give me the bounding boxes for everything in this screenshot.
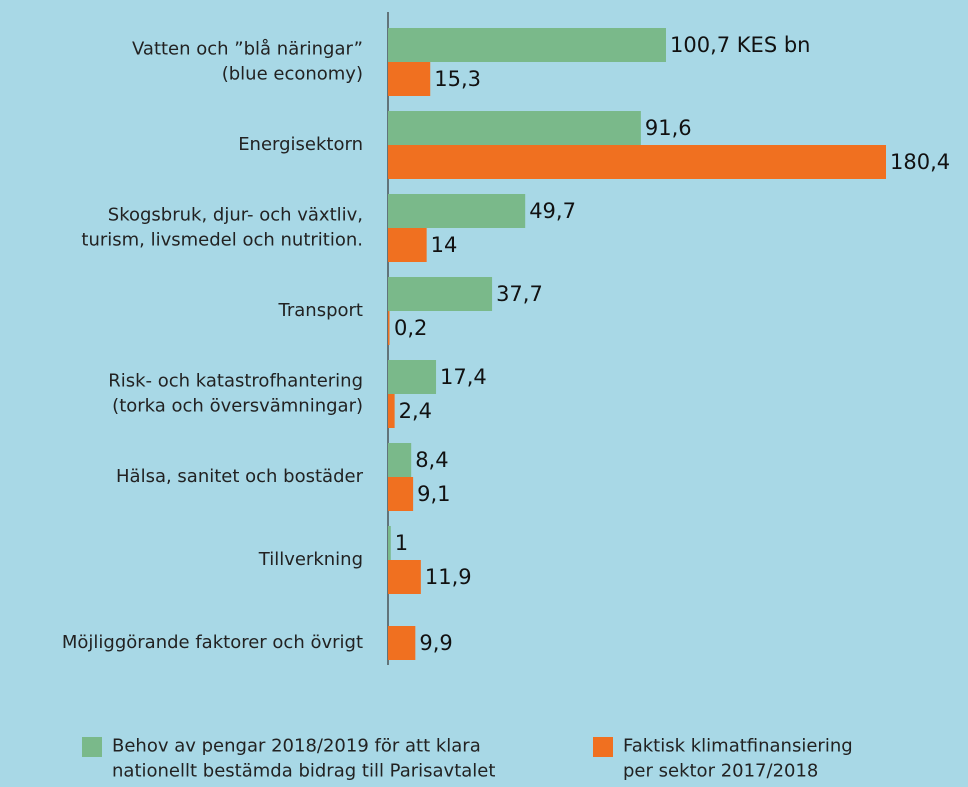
bar — [388, 526, 391, 560]
value-label: 180,4 — [890, 150, 950, 174]
value-label: 11,9 — [425, 565, 472, 589]
bar — [388, 626, 416, 660]
bar — [388, 560, 421, 594]
legend-label: Behov av pengar 2018/2019 för att klara n… — [112, 736, 495, 782]
value-label: 9,9 — [419, 631, 452, 655]
category-label: Skogsbruk, djur- och växtliv, turism, liv… — [81, 205, 363, 251]
category-label: Risk- och katastrofhantering (torka och ö… — [108, 371, 363, 417]
bar — [388, 145, 886, 179]
value-label: 15,3 — [434, 67, 481, 91]
value-label: 100,7 KES bn — [670, 33, 810, 57]
value-label: 9,1 — [417, 482, 450, 506]
legend-label: Faktisk klimatfinansiering per sektor 201… — [623, 736, 853, 782]
bar — [388, 277, 493, 311]
value-label: 1 — [395, 531, 408, 555]
value-label: 2,4 — [399, 399, 432, 423]
bar — [388, 62, 431, 96]
value-label: 91,6 — [645, 116, 692, 140]
bar — [388, 477, 414, 511]
bar — [388, 311, 390, 345]
bar — [388, 28, 666, 62]
value-label: 37,7 — [496, 282, 543, 306]
category-label: Vatten och ”blå näringar” (blue economy) — [132, 39, 363, 85]
bar — [388, 228, 427, 262]
value-label: 0,2 — [394, 316, 427, 340]
value-label: 17,4 — [440, 365, 487, 389]
category-label: Transport — [278, 300, 363, 321]
value-label: 14 — [431, 233, 458, 257]
category-label: Möjliggörande faktorer och övrigt — [62, 632, 363, 653]
legend-swatch — [593, 737, 613, 757]
legend-swatch — [82, 737, 102, 757]
value-label: 49,7 — [529, 199, 576, 223]
bar — [388, 394, 395, 428]
bar — [388, 111, 641, 145]
bar — [388, 443, 412, 477]
category-label: Energisektorn — [238, 134, 363, 155]
category-label: Tillverkning — [258, 549, 363, 570]
value-label: 8,4 — [415, 448, 448, 472]
bar — [388, 194, 526, 228]
bar — [388, 360, 437, 394]
category-label: Hälsa, sanitet och bostäder — [116, 466, 364, 487]
